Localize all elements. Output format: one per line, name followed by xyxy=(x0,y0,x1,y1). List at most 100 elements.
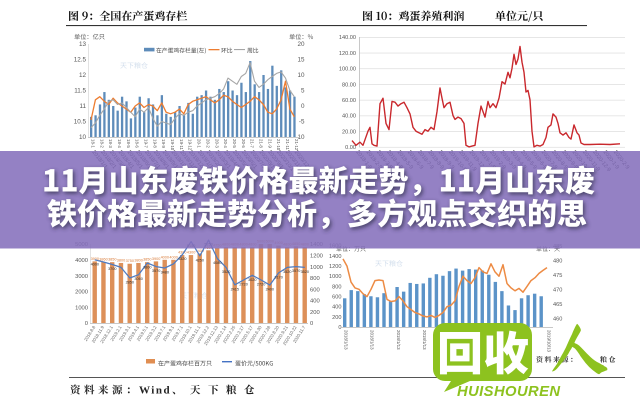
svg-text:21-8: 21-8 xyxy=(259,139,264,148)
svg-text:10: 10 xyxy=(297,72,305,79)
svg-text:19-10: 19-10 xyxy=(170,139,175,151)
svg-text:18-6: 18-6 xyxy=(135,139,140,148)
svg-text:600: 600 xyxy=(332,295,341,301)
svg-text:4320: 4320 xyxy=(178,257,186,261)
svg-text:470: 470 xyxy=(553,287,562,293)
svg-text:20-4: 20-4 xyxy=(223,139,228,148)
svg-text:2850: 2850 xyxy=(126,281,134,285)
svg-text:4000: 4000 xyxy=(161,255,169,259)
svg-text:21-11: 21-11 xyxy=(285,139,290,150)
svg-text:11.5: 11.5 xyxy=(74,88,86,95)
svg-text:19-9: 19-9 xyxy=(161,139,166,148)
svg-text:20-5: 20-5 xyxy=(232,139,237,148)
svg-text:3060: 3060 xyxy=(134,277,142,281)
svg-text:3900: 3900 xyxy=(152,257,160,261)
svg-text:5: 5 xyxy=(301,88,305,95)
svg-text:120.00: 120.00 xyxy=(339,51,356,57)
svg-text:18-2: 18-2 xyxy=(99,139,104,148)
svg-text:200: 200 xyxy=(310,310,320,316)
svg-text:3480: 3480 xyxy=(161,271,169,275)
svg-text:400: 400 xyxy=(332,305,341,311)
svg-text:18-3: 18-3 xyxy=(108,139,113,148)
svg-text:12.5: 12.5 xyxy=(74,57,87,64)
svg-text:3850: 3850 xyxy=(108,258,116,262)
svg-text:40.00: 40.00 xyxy=(342,114,356,120)
svg-text:20: 20 xyxy=(297,41,305,48)
svg-text:19-12: 19-12 xyxy=(188,139,193,151)
svg-text:19-8: 19-8 xyxy=(152,139,157,148)
svg-text:10: 10 xyxy=(79,134,87,141)
svg-text:2720: 2720 xyxy=(239,283,247,287)
svg-text:2415: 2415 xyxy=(231,287,239,291)
svg-text:1400: 1400 xyxy=(329,254,341,260)
svg-text:1000: 1000 xyxy=(329,274,341,280)
svg-text:2400: 2400 xyxy=(266,288,274,292)
svg-text:19-7: 19-7 xyxy=(144,139,149,148)
svg-text:400: 400 xyxy=(310,299,320,305)
svg-text:2018/1/13: 2018/1/13 xyxy=(396,330,401,350)
svg-text:800: 800 xyxy=(310,276,320,282)
svg-text:20-3: 20-3 xyxy=(214,139,219,148)
svg-text:3570: 3570 xyxy=(152,269,160,273)
svg-text:475: 475 xyxy=(553,273,562,279)
svg-text:4250: 4250 xyxy=(196,258,204,262)
svg-text:0: 0 xyxy=(301,103,305,110)
svg-text:15: 15 xyxy=(297,57,305,64)
svg-text:19-11: 19-11 xyxy=(179,139,184,150)
svg-text:60.00: 60.00 xyxy=(342,98,356,104)
svg-text:465: 465 xyxy=(553,302,562,308)
svg-text:1200: 1200 xyxy=(310,254,323,260)
svg-text:4400: 4400 xyxy=(196,249,204,253)
svg-text:2018/1/13: 2018/1/13 xyxy=(370,330,375,350)
svg-text:100.00: 100.00 xyxy=(339,67,356,73)
svg-text:-5: -5 xyxy=(299,119,305,126)
svg-text:1000: 1000 xyxy=(310,265,323,271)
svg-text:21-10: 21-10 xyxy=(276,139,281,151)
svg-text:3800: 3800 xyxy=(117,259,125,263)
svg-text:3520: 3520 xyxy=(283,270,291,274)
svg-text:12: 12 xyxy=(79,72,87,79)
svg-text:13: 13 xyxy=(79,41,87,48)
svg-text:140.00: 140.00 xyxy=(339,35,356,41)
svg-text:0.00: 0.00 xyxy=(345,145,356,151)
svg-text:Wind: Wind xyxy=(139,385,171,397)
svg-text:11: 11 xyxy=(79,103,86,110)
svg-text:-10: -10 xyxy=(295,134,305,141)
svg-text:600: 600 xyxy=(310,287,320,293)
svg-text:18-5: 18-5 xyxy=(126,139,131,148)
svg-text:3900: 3900 xyxy=(91,257,99,261)
svg-text:2018/1/13: 2018/1/13 xyxy=(422,330,427,350)
svg-text:21-9: 21-9 xyxy=(267,139,272,148)
svg-text:20-1: 20-1 xyxy=(197,139,202,148)
svg-text:3170: 3170 xyxy=(274,275,282,279)
svg-text:3000: 3000 xyxy=(75,274,88,280)
svg-text:21-7: 21-7 xyxy=(250,139,255,148)
svg-text:3750: 3750 xyxy=(126,259,134,263)
svg-text:460: 460 xyxy=(553,316,562,322)
svg-text:2000: 2000 xyxy=(75,290,88,296)
svg-text:21-12: 21-12 xyxy=(294,139,299,151)
svg-text:2018/1/13: 2018/1/13 xyxy=(344,330,349,350)
svg-text:2720: 2720 xyxy=(257,283,265,287)
svg-text:4000: 4000 xyxy=(75,258,88,264)
svg-text:18-1: 18-1 xyxy=(91,139,96,148)
svg-text:10.5: 10.5 xyxy=(74,119,87,126)
svg-text:3700: 3700 xyxy=(108,267,116,271)
svg-text:3520: 3520 xyxy=(301,270,309,274)
svg-text:20.00: 20.00 xyxy=(342,129,356,135)
svg-text:3850: 3850 xyxy=(143,258,151,262)
svg-text:3860: 3860 xyxy=(99,258,107,262)
svg-text:4300: 4300 xyxy=(187,251,195,255)
svg-text:80.00: 80.00 xyxy=(342,82,356,88)
svg-text:2019/10/13: 2019/10/13 xyxy=(547,330,552,353)
svg-text:4080: 4080 xyxy=(213,261,221,265)
svg-text:3020: 3020 xyxy=(248,278,256,282)
svg-text:3570: 3570 xyxy=(292,269,300,273)
svg-text:4300: 4300 xyxy=(178,251,186,255)
svg-text:200: 200 xyxy=(332,315,341,321)
svg-text:0: 0 xyxy=(338,325,341,331)
svg-text:20-2: 20-2 xyxy=(205,139,210,148)
svg-text:18-4: 18-4 xyxy=(117,139,122,148)
svg-text:1000: 1000 xyxy=(75,305,88,311)
svg-text:0: 0 xyxy=(310,321,313,327)
